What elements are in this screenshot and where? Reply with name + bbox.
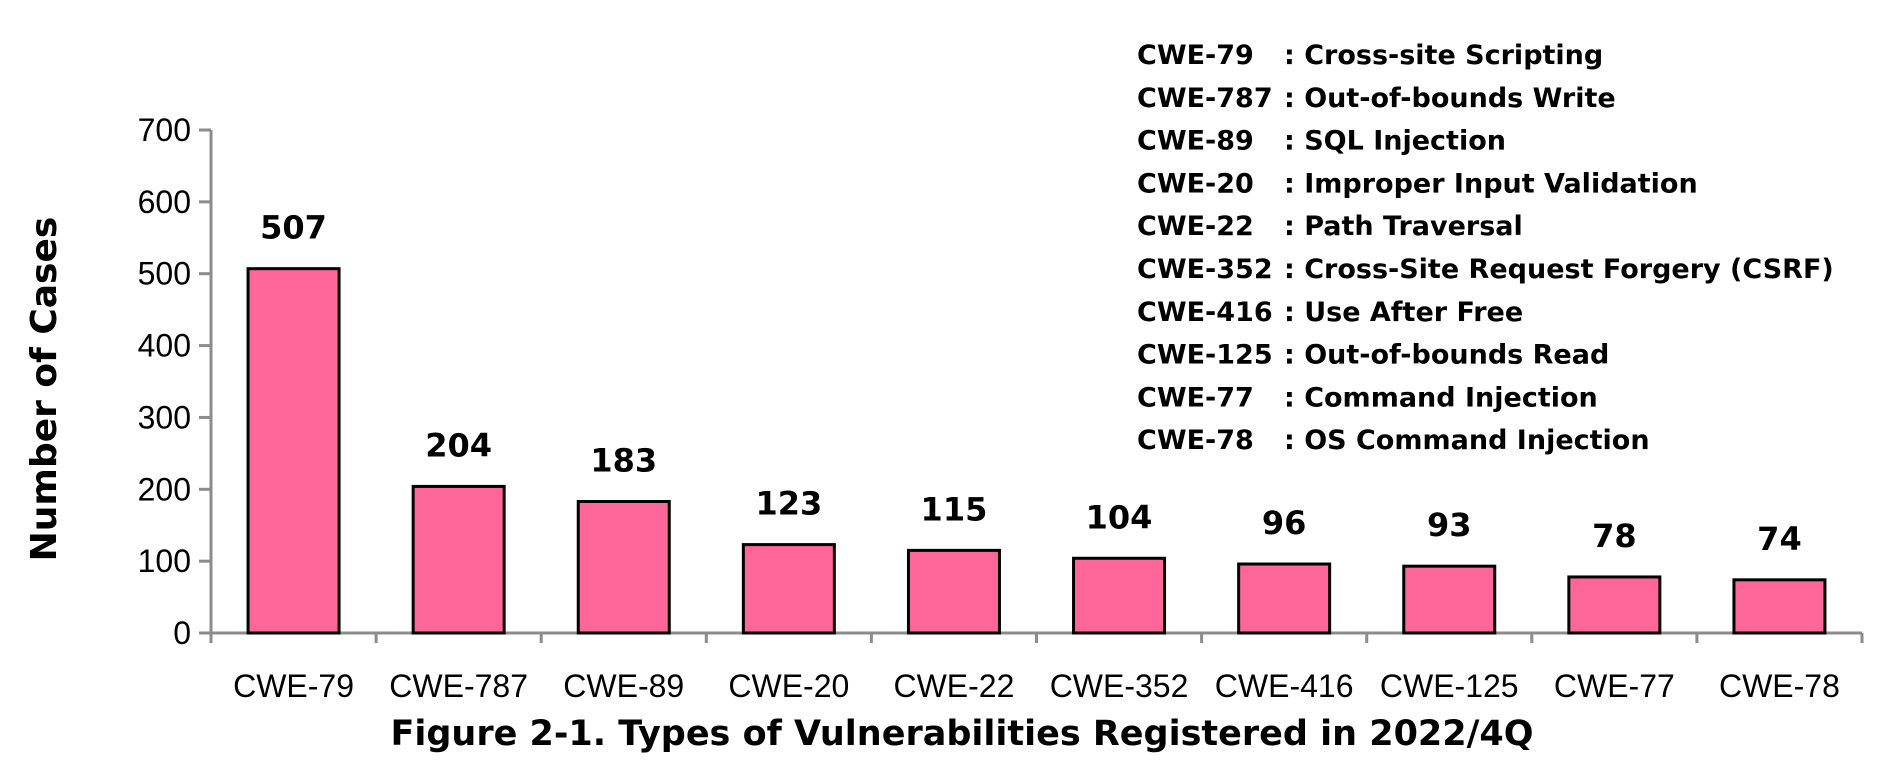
legend-item: CWE-89 : SQL Injection: [1137, 126, 1506, 157]
value-label: 78: [1592, 517, 1637, 555]
legend-description: : Cross-Site Request Forgery (CSRF): [1284, 254, 1834, 285]
legend-item: CWE-416 : Use After Free: [1137, 297, 1523, 328]
category-label: CWE-125: [1380, 668, 1519, 704]
category-label: CWE-416: [1215, 668, 1354, 704]
legend-code: CWE-352: [1137, 254, 1273, 285]
legend-item: CWE-79 : Cross-site Scripting: [1137, 40, 1603, 71]
category-label: CWE-77: [1554, 668, 1675, 704]
legend-code: CWE-20: [1137, 168, 1254, 199]
value-label: 507: [260, 209, 327, 247]
y-tick-label: 500: [138, 256, 191, 292]
bar-cwe-787: [411, 484, 506, 635]
category-label: CWE-20: [728, 668, 849, 704]
y-axis-title: Number of Cases: [24, 217, 65, 562]
legend-description: : Out-of-bounds Write: [1284, 83, 1616, 114]
legend-item: CWE-125 : Out-of-bounds Read: [1137, 340, 1609, 371]
legend-description: : SQL Injection: [1284, 126, 1506, 157]
bar-cwe-79: [246, 267, 341, 635]
legend-item: CWE-78 : OS Command Injection: [1137, 425, 1650, 456]
legend-item: CWE-20 : Improper Input Validation: [1137, 168, 1698, 199]
y-tick-label: 200: [138, 471, 191, 507]
value-label: 183: [590, 442, 657, 480]
bar-cwe-89: [576, 500, 671, 635]
figure-title: Figure 2-1. Types of Vulnerabilities Reg…: [390, 714, 1533, 754]
category-labels: CWE-79 CWE-787 CWE-89 CWE-20 CWE-22 CWE-352 CW…: [233, 668, 1840, 704]
category-label: CWE-352: [1050, 668, 1189, 704]
legend-item: CWE-22 : Path Traversal: [1137, 211, 1523, 242]
legend-code: CWE-77: [1137, 382, 1254, 413]
legend-description: : Cross-site Scripting: [1284, 40, 1603, 71]
y-tick-label: 400: [138, 328, 191, 364]
legend-code: CWE-79: [1137, 40, 1254, 71]
legend-description: : Command Injection: [1284, 382, 1598, 413]
legend-description: : Path Traversal: [1284, 211, 1523, 242]
y-tick-label: 0: [173, 615, 191, 651]
bar-cwe-78: [1732, 578, 1827, 635]
legend-code: CWE-787: [1137, 83, 1273, 114]
value-label: 123: [755, 485, 822, 523]
bars: [246, 267, 1827, 635]
category-label: CWE-78: [1719, 668, 1840, 704]
legend-description: : OS Command Injection: [1284, 425, 1650, 456]
bar-cwe-77: [1567, 575, 1662, 635]
y-tick-label: 300: [138, 399, 191, 435]
bar-cwe-352: [1072, 556, 1167, 635]
legend-item: CWE-787 : Out-of-bounds Write: [1137, 83, 1616, 114]
bar-cwe-20: [741, 543, 836, 635]
bar-cwe-416: [1237, 562, 1332, 635]
category-label: CWE-89: [563, 668, 684, 704]
legend-description: : Improper Input Validation: [1284, 168, 1698, 199]
legend-code: CWE-89: [1137, 126, 1254, 157]
value-label: 93: [1427, 506, 1472, 544]
y-tick-label: 100: [138, 543, 191, 579]
legend-item: CWE-77 : Command Injection: [1137, 382, 1598, 413]
category-label: CWE-787: [389, 668, 528, 704]
legend-description: : Use After Free: [1284, 297, 1523, 328]
legend-code: CWE-416: [1137, 297, 1273, 328]
value-label: 204: [425, 426, 492, 464]
bar-cwe-125: [1402, 564, 1497, 635]
legend: CWE-79 : Cross-site Scripting CWE-787 : Out…: [1137, 40, 1834, 456]
value-labels: 507 204 183 123 115 104 96 93 78 74: [260, 209, 1802, 558]
legend-item: CWE-352 : Cross-Site Request Forgery (CSR…: [1137, 254, 1834, 285]
y-tick-label: 600: [138, 184, 191, 220]
legend-code: CWE-78: [1137, 425, 1254, 456]
value-label: 74: [1757, 520, 1802, 558]
y-axis: 0 100 200 300 400 500 600 700: [138, 112, 213, 651]
value-label: 96: [1262, 504, 1307, 542]
legend-code: CWE-22: [1137, 211, 1254, 242]
legend-code: CWE-125: [1137, 340, 1273, 371]
category-label: CWE-79: [233, 668, 354, 704]
value-label: 115: [921, 490, 988, 528]
bar-cwe-22: [906, 548, 1001, 635]
value-label: 104: [1086, 498, 1153, 536]
y-tick-label: 700: [138, 112, 191, 148]
legend-description: : Out-of-bounds Read: [1284, 340, 1609, 371]
category-label: CWE-22: [893, 668, 1014, 704]
